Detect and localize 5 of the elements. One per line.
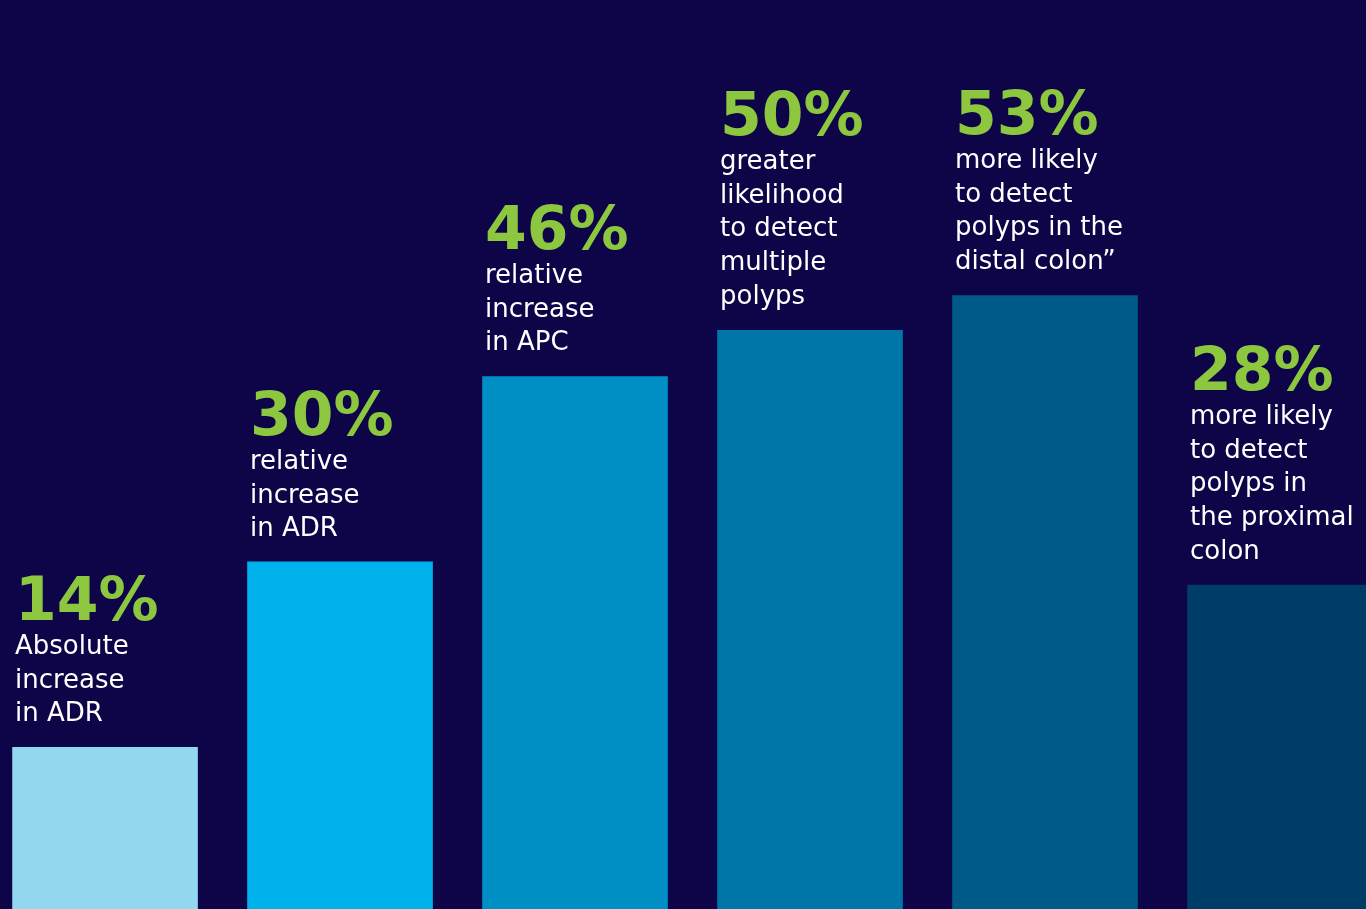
bar [482, 376, 668, 909]
bar [717, 330, 903, 909]
bar [952, 295, 1138, 909]
bar [247, 561, 433, 909]
bar [12, 746, 198, 909]
